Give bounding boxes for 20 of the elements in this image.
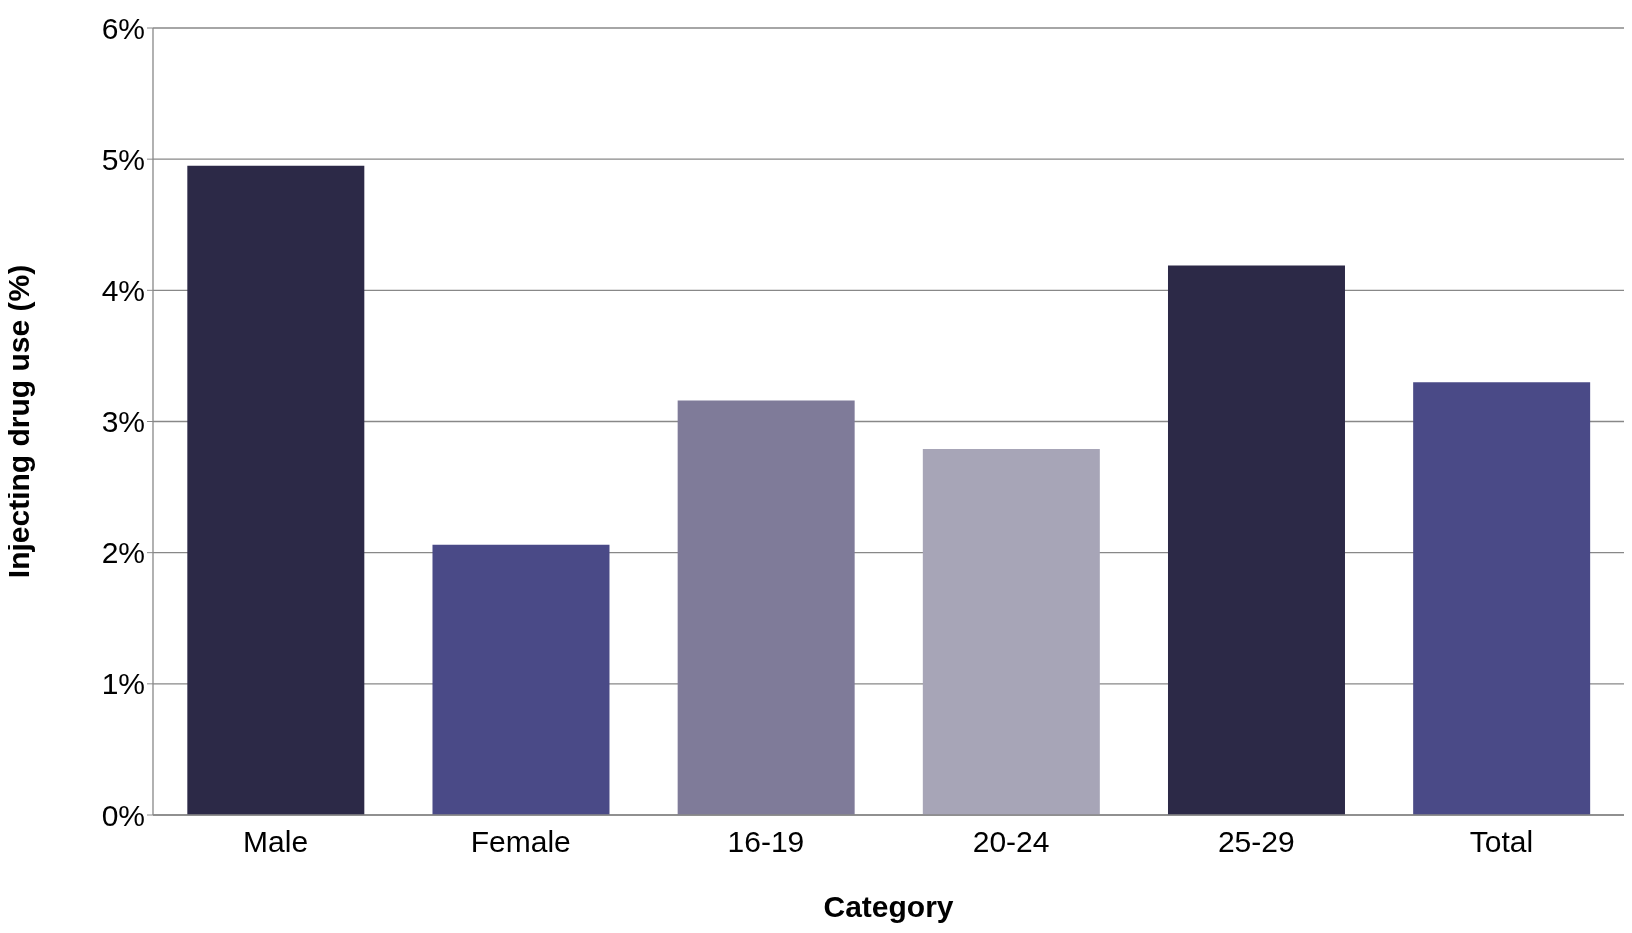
bar — [187, 165, 365, 815]
y-tick-label: 4% — [101, 273, 145, 307]
x-tick-label: Male — [243, 825, 309, 859]
x-tick-label: 25-29 — [1217, 825, 1295, 859]
bar — [1167, 265, 1345, 815]
bar — [922, 449, 1100, 815]
bar — [1413, 382, 1591, 815]
y-tick-label: 0% — [101, 798, 145, 832]
y-tick-label: 3% — [101, 405, 145, 439]
y-tick-label: 2% — [101, 536, 145, 570]
y-tick-label: 1% — [101, 667, 145, 701]
bar — [432, 544, 610, 815]
x-tick-label: Total — [1469, 825, 1534, 859]
x-tick-label: Female — [470, 825, 571, 859]
x-tick-label: 20-24 — [972, 825, 1050, 859]
x-tick-label: 16-19 — [727, 825, 805, 859]
bar — [677, 400, 855, 815]
y-tick-label: 5% — [101, 142, 145, 176]
x-axis-title: Category — [823, 890, 954, 923]
y-tick-label: 6% — [101, 11, 145, 45]
